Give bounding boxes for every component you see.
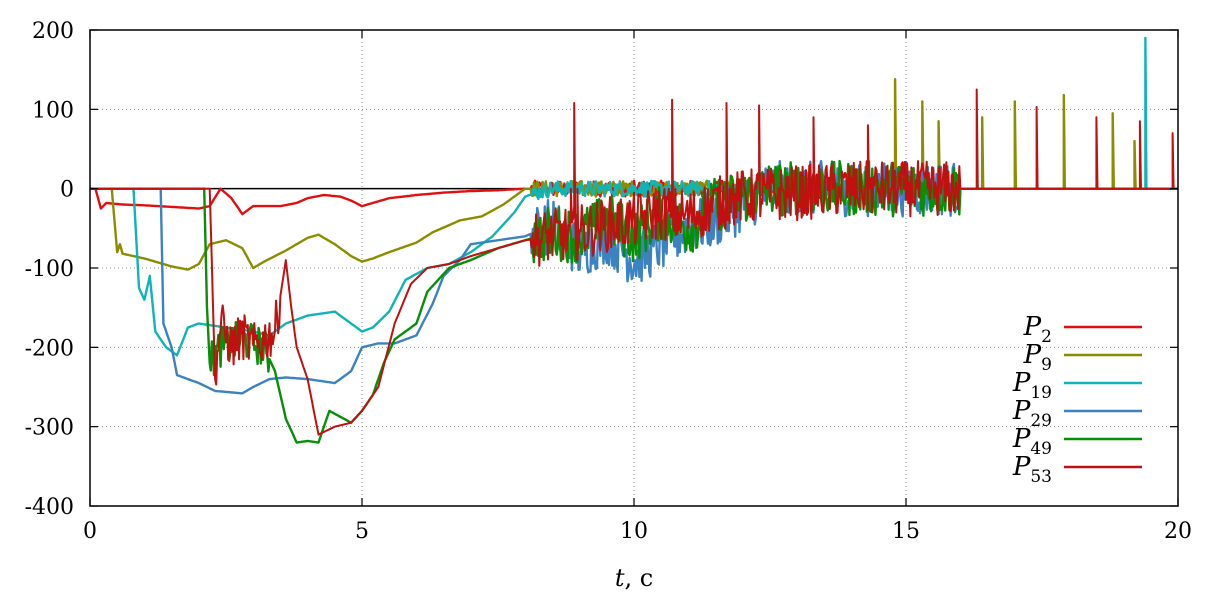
series-lines — [89, 36, 1179, 444]
x-tick-label: 20 — [1164, 519, 1192, 544]
y-tick-label: 200 — [32, 19, 74, 44]
y-tick-label: 100 — [32, 98, 74, 123]
series-line-p53 — [90, 88, 1178, 436]
legend-label-p2: P2 — [1023, 312, 1052, 347]
legend-label-p19: P19 — [1012, 368, 1052, 403]
y-tick-label: -400 — [25, 495, 74, 520]
y-tick-label: -200 — [25, 336, 74, 361]
legend-label-p49: P49 — [1012, 424, 1052, 459]
legend-label-p9: P9 — [1023, 340, 1052, 375]
x-tick-label: 10 — [620, 519, 648, 544]
y-tick-label: -100 — [25, 257, 74, 282]
x-tick-label: 15 — [892, 519, 920, 544]
x-axis-label: t, c — [615, 564, 653, 592]
x-tick-label: 5 — [355, 519, 369, 544]
y-tick-label: -300 — [25, 416, 74, 441]
legend-label-p53: P53 — [1012, 452, 1052, 487]
axis-ticks: 0 5 10 15 20 200 100 0 -100 -200 -300 -400 — [25, 19, 1192, 544]
legend-label-p29: P29 — [1012, 396, 1052, 431]
y-tick-label: 0 — [60, 178, 74, 203]
x-tick-label: 0 — [83, 519, 97, 544]
